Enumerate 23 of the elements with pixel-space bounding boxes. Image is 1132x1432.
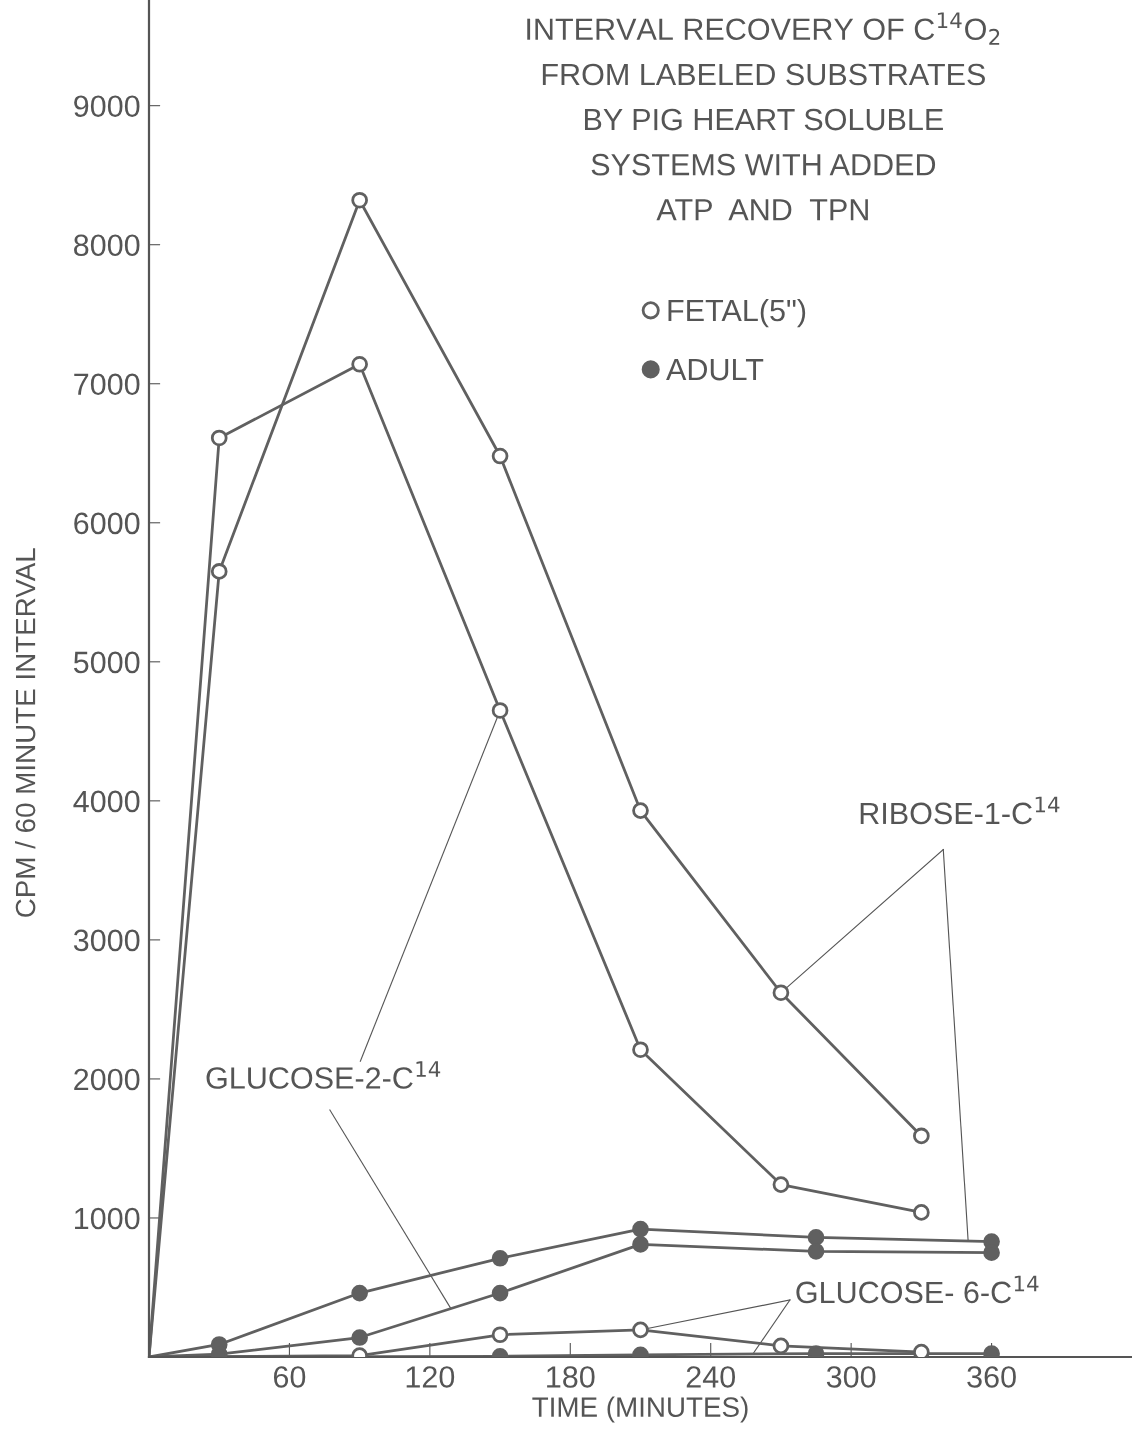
y-axis-title: CPM / 60 MINUTE INTERVAL (14, 548, 36, 917)
x-tick-label: 120 (406, 1366, 455, 1388)
y-tick-label: 8000 (74, 234, 140, 257)
text: INTERVAL RECOVERY OF C$^{14}$O$_{2}$ FROM LABELED SUBSTRATES BY PIG HEART SOLUBLE SYSTEMS WITH ADDED ATP AND TPN (527, 12, 1000, 221)
x-tick-label: 240 (686, 1366, 736, 1388)
y-tick-label: 7000 (74, 373, 140, 396)
legend-label: ADULT (666, 359, 764, 381)
x-axis-title: TIME (MINUTES) (532, 1396, 748, 1423)
y-tick-label: 6000 (74, 512, 140, 535)
legend-label: FETAL(5") (668, 298, 806, 328)
y-tick-label: 1000 (75, 1207, 140, 1230)
annotation: GLUCOSE- 6-C$^{14}$ (796, 1275, 1039, 1304)
y-tick-label: 2000 (74, 1068, 140, 1091)
y-tick-label: 5000 (73, 651, 140, 674)
y-tick-label: 9000 (74, 95, 140, 118)
x-tick-label: 180 (547, 1366, 595, 1388)
annotation: GLUCOSE-2-C$^{14}$ (206, 1061, 441, 1089)
annotation: RIBOSE-1-C$^{14}$ (860, 796, 1060, 825)
y-tick-label: 4000 (73, 790, 140, 813)
y-tick-label: 3000 (73, 929, 140, 952)
x-tick-label: 60 (273, 1366, 306, 1388)
x-tick-label: 300 (826, 1366, 876, 1388)
x-tick-label: 360 (967, 1366, 1016, 1388)
